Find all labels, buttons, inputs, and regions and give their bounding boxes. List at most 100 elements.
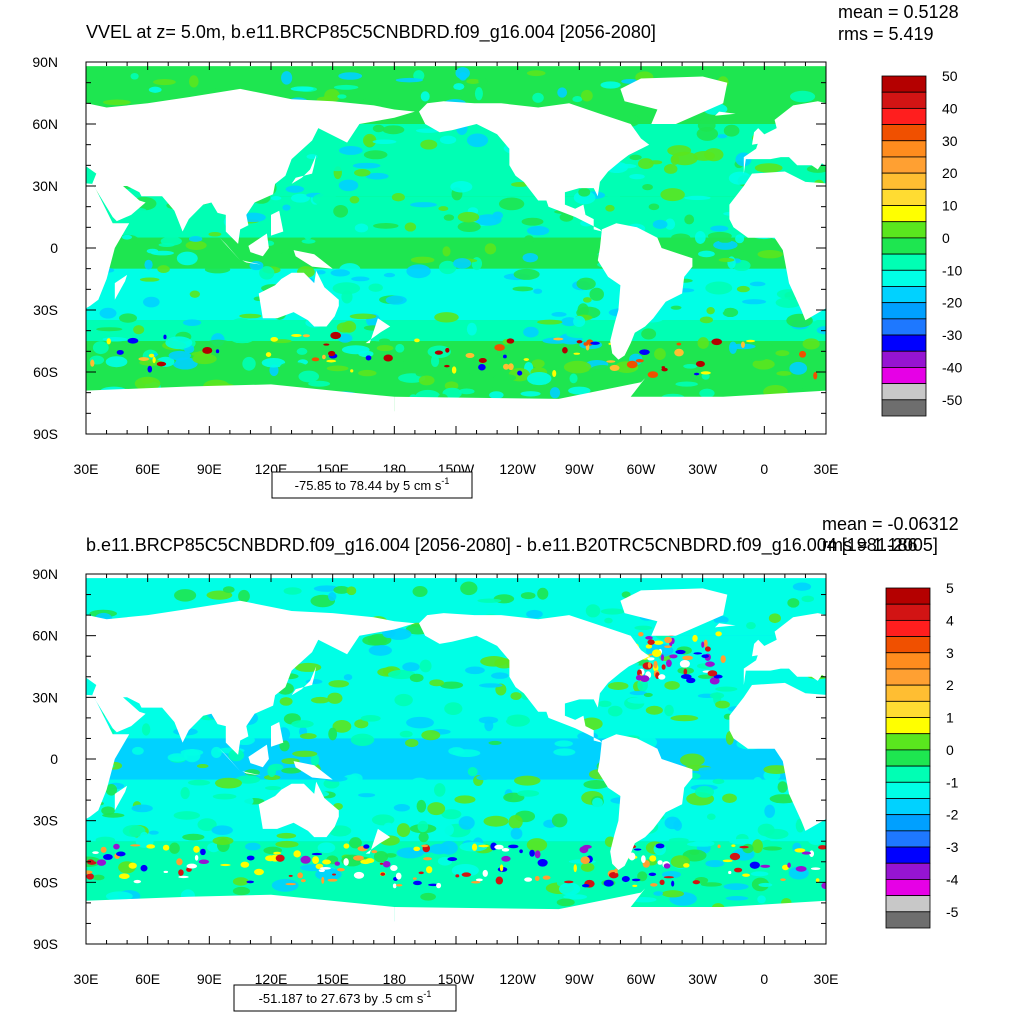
field-cell [187, 779, 211, 786]
field-cell [707, 670, 718, 677]
field-cell [807, 832, 825, 846]
field-cell [435, 646, 463, 659]
field-cell [429, 679, 445, 687]
field-cell [362, 635, 388, 646]
field-cell [291, 333, 302, 337]
field-cell [418, 375, 435, 386]
x-tick-label: 90E [197, 461, 222, 477]
colorbar-box [885, 587, 931, 605]
land-mask [419, 101, 650, 232]
field-cell [715, 686, 738, 692]
field-cell [563, 894, 588, 900]
land-mask [752, 639, 769, 657]
field-cell [212, 793, 237, 800]
field-cell [676, 342, 682, 346]
field-cell [663, 743, 680, 755]
field-cell [666, 659, 672, 668]
field-cell [413, 846, 421, 852]
field-cell [461, 872, 472, 877]
field-cell [583, 780, 609, 789]
land-mask [743, 101, 826, 174]
field-cell [522, 252, 539, 263]
field-cell [520, 592, 536, 600]
field-cell [194, 854, 199, 861]
field-cell [569, 373, 578, 384]
field-cell [198, 859, 210, 865]
field-cell [322, 354, 326, 360]
field-cell [330, 269, 350, 277]
x-tick-label: 0 [760, 461, 768, 477]
field-cell [647, 639, 655, 645]
field-cell [406, 716, 434, 729]
field-cell [818, 845, 826, 850]
field-cell [527, 372, 552, 386]
field-cell [216, 274, 240, 284]
field-cell [346, 586, 357, 596]
field-cell [103, 99, 131, 106]
field-cell [265, 352, 272, 357]
field-cell [465, 666, 485, 675]
field-cell [513, 268, 540, 280]
field-cell [317, 842, 336, 854]
field-cell [750, 871, 769, 877]
field-cell [483, 815, 509, 827]
field-cell [354, 169, 371, 177]
field-cell [511, 181, 529, 187]
colorbar-box [881, 124, 927, 142]
field-cell [478, 844, 490, 848]
colorbar-box [881, 302, 927, 320]
field-cell [228, 749, 245, 762]
field-cell [715, 631, 722, 637]
field-cell [383, 272, 396, 278]
field-cell [718, 238, 732, 243]
field-cell [379, 862, 384, 865]
field-cell [649, 855, 657, 862]
x-tick-label: 30E [74, 461, 99, 477]
y-tick-label: 90N [32, 54, 58, 70]
field-cell [292, 750, 318, 758]
field-cell [670, 154, 680, 165]
field-cell [761, 839, 773, 848]
field-cell [558, 882, 581, 896]
vvel-field [12, 62, 826, 434]
field-cell [566, 330, 594, 339]
field-cell [465, 352, 475, 359]
field-cell [659, 879, 665, 886]
range-label-unit-exponent: -1 [441, 476, 449, 486]
field-cell [450, 181, 473, 193]
field-cell [338, 146, 363, 155]
field-cell [718, 257, 735, 263]
field-cell [442, 387, 462, 399]
colorbar-box [885, 684, 931, 702]
field-cell [421, 844, 429, 848]
field-cell [491, 672, 509, 679]
field-cell [792, 582, 812, 591]
field-cell [745, 339, 756, 343]
y-tick-label: 30N [32, 689, 58, 705]
field-cell [411, 777, 428, 787]
field-cell [683, 668, 688, 675]
field-cell [756, 83, 779, 89]
field-cell [523, 326, 539, 338]
field-cell [810, 870, 826, 878]
field-cell [408, 82, 421, 92]
plot-title: VVEL at z= 5.0m, b.e11.BRCP85C5CNBDRD.f0… [86, 22, 656, 43]
field-cell [419, 659, 432, 673]
field-cell [642, 184, 653, 191]
field-cell [573, 864, 577, 873]
field-cell [573, 315, 586, 328]
field-cell [699, 388, 715, 398]
field-cell [271, 878, 299, 892]
field-cell [296, 347, 308, 355]
plot-title: b.e11.BRCP85C5CNBDRD.f09_g16.004 [2056-2… [86, 535, 938, 556]
field-cell [700, 371, 711, 375]
field-cell [526, 225, 550, 236]
land-mask [12, 128, 28, 145]
field-cell [749, 281, 766, 287]
field-cell [282, 204, 291, 211]
field-cell [319, 867, 331, 870]
field-cell [222, 586, 235, 594]
field-cell [95, 68, 105, 81]
field-cell [651, 649, 662, 658]
